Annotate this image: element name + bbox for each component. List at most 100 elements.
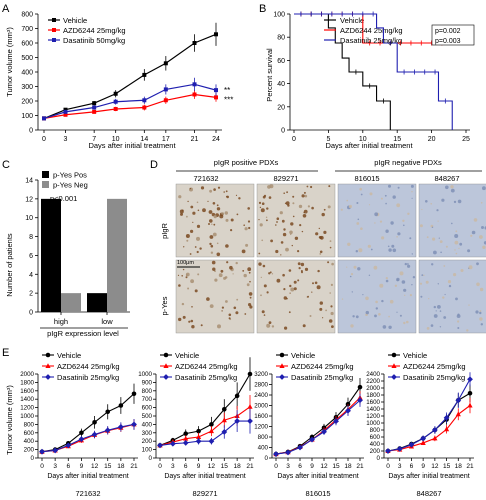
- panel-a-point: [113, 99, 118, 104]
- panel-d-stain-dot: [306, 185, 309, 188]
- panel-e-xtick-label: 12: [431, 463, 439, 470]
- panel-d-stain-dot: [214, 270, 216, 273]
- panel-d-stain-dot: [261, 310, 265, 314]
- panel-e-point: [52, 447, 59, 454]
- panel-d-stain-dot: [213, 188, 216, 191]
- panel-b-pvalue: p=0.003: [435, 38, 461, 45]
- panel-d-stain-dot: [368, 204, 371, 206]
- panel-e-legend-marker: [163, 374, 169, 380]
- panel-e-ytick-label: 3200: [254, 371, 268, 378]
- panel-d-stain-dot: [430, 203, 433, 205]
- panel-d-stain-dot: [283, 192, 286, 194]
- panel-d-stain-dot: [280, 241, 284, 244]
- panel-e-point: [209, 422, 214, 427]
- panel-d-row-pigr: pIgR: [160, 222, 169, 238]
- panel-e-point: [105, 409, 111, 415]
- panel-d-stain-dot: [268, 321, 272, 324]
- panel-d-stain-dot: [282, 273, 285, 277]
- panel-d-ihc-tile: [175, 183, 255, 258]
- panel-e-xtick-label: 0: [158, 463, 162, 470]
- panel-e-ytick-label: 800: [258, 434, 269, 441]
- panel-d-stain-dot: [374, 314, 377, 318]
- panel-d-stain-dot: [302, 214, 307, 218]
- panel-e-point: [432, 435, 438, 441]
- panel-e-point: [467, 390, 473, 396]
- panel-e-ytick-label: 200: [142, 438, 153, 445]
- panel-a-point: [63, 107, 68, 112]
- panel-b-ylabel: Percent survival: [265, 48, 274, 102]
- panel-d-stain-dot: [394, 284, 398, 287]
- panel-d-stain-dot: [191, 325, 195, 329]
- panel-d-stain-dot: [380, 197, 383, 200]
- panel-a-xtick-label: 24: [212, 136, 220, 143]
- panel-e-ytick-label: 100: [142, 447, 153, 454]
- panel-a-xtick-label: 3: [64, 136, 68, 143]
- panel-c-ytick-label: 2: [29, 291, 33, 298]
- panel-e-point: [104, 427, 111, 434]
- panel-e-series-line: [159, 373, 251, 446]
- panel-e-point: [208, 428, 215, 434]
- panel-d-stain-dot: [340, 208, 343, 211]
- panel-d-stain-dot: [409, 294, 412, 297]
- panel-e-xtick-label: 9: [310, 463, 314, 470]
- panel-e-xtick-label: 18: [455, 463, 463, 470]
- panel-d-stain-dot: [220, 269, 224, 273]
- panel-d-stain-dot: [455, 252, 458, 255]
- panel-d-stain-dot: [248, 292, 253, 296]
- panel-d-stain-dot: [432, 237, 436, 241]
- panel-d-stain-dot: [311, 206, 314, 210]
- panel-d-stain-dot: [196, 201, 199, 204]
- panel-e-point: [118, 403, 124, 408]
- panel-d-stain-dot: [370, 248, 373, 251]
- panel-e-xtick-label: 18: [117, 463, 125, 470]
- panel-letter-b: B: [259, 3, 266, 15]
- panel-d-sample-4: 848267: [434, 174, 459, 183]
- panel-a-point: [63, 112, 68, 117]
- panel-d-stain-dot: [269, 271, 272, 274]
- panel-d-stain-dot: [369, 192, 373, 196]
- panel-e-point: [183, 435, 189, 441]
- panel-d-stain-dot: [411, 197, 413, 199]
- panel-d-stain-dot: [382, 325, 387, 329]
- panel-d-stain-dot: [457, 199, 462, 204]
- panel-e-ytick-label: 200: [370, 448, 381, 455]
- panel-d-stain-dot: [362, 294, 364, 296]
- panel-e-ytick-label: 2000: [254, 403, 268, 410]
- panel-e-point: [247, 371, 253, 377]
- panel-d-stain-dot: [475, 310, 479, 314]
- panel-e-point: [234, 418, 241, 424]
- panel-d-stain-dot: [373, 265, 378, 270]
- panel-d-stain-dot: [389, 299, 394, 304]
- panel-e-legend-marker: [45, 363, 51, 368]
- panel-a-point: [192, 92, 197, 97]
- panel-d-stain-dot: [479, 310, 482, 312]
- panel-d-stain-dot: [329, 246, 332, 249]
- panel-e-ytick-label: 500: [142, 413, 153, 420]
- panel-c-bar: [61, 293, 81, 312]
- panel-e-ytick-label: 1400: [20, 396, 34, 403]
- panel-e-point: [196, 428, 201, 434]
- panel-d-stain-dot: [248, 303, 252, 307]
- panel-d-stain-dot: [409, 237, 412, 240]
- panel-d-stain-dot: [420, 295, 423, 298]
- panel-e-point: [273, 451, 279, 457]
- panel-e-ytick-label: 0: [377, 455, 381, 462]
- panel-d-stain-dot: [357, 267, 361, 271]
- panel-d-stain-dot: [450, 185, 454, 189]
- panel-e-xtick-label: 6: [410, 463, 414, 470]
- panel-e-ytick-label: 2400: [366, 371, 380, 378]
- panel-a-xtick-label: 10: [112, 136, 120, 143]
- panel-d-stain-dot: [319, 250, 323, 254]
- panel-a-point: [92, 109, 97, 114]
- panel-d-stain-dot: [290, 222, 294, 226]
- panel-d-stain-dot: [223, 191, 225, 193]
- panel-d-stain-dot: [298, 204, 303, 209]
- panel-d-stain-dot: [209, 219, 213, 223]
- panel-d-stain-dot: [293, 287, 297, 291]
- panel-d-stain-dot: [284, 202, 287, 205]
- panel-e-point: [182, 439, 189, 446]
- panel-d-stain-dot: [365, 296, 369, 301]
- panel-c-ytick-label: 6: [29, 253, 33, 260]
- panel-e-ytick-label: 700: [142, 396, 153, 403]
- panel-a-ytick-label: 200: [21, 99, 33, 106]
